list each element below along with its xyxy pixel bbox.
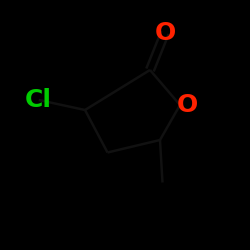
Text: O: O (154, 20, 176, 44)
Text: O: O (177, 93, 198, 117)
Text: Cl: Cl (25, 88, 52, 112)
